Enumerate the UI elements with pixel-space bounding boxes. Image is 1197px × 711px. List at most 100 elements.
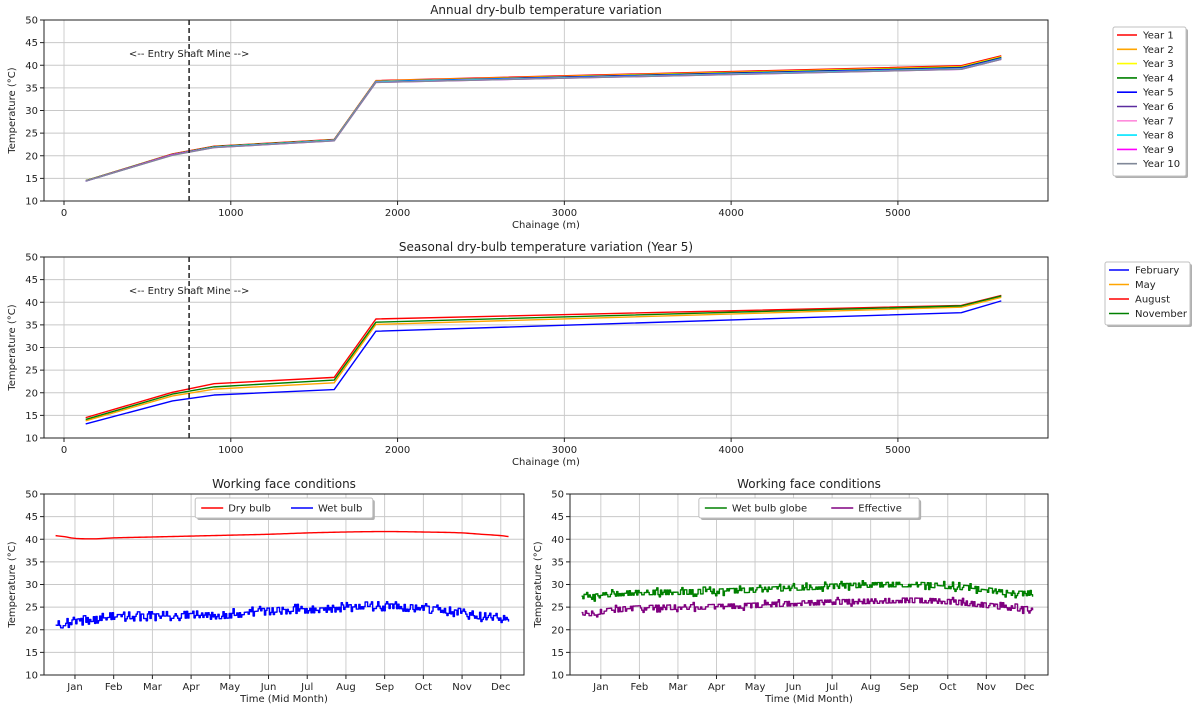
series-line-wet-bulb <box>55 601 510 629</box>
x-tick-label: 0 <box>61 208 67 219</box>
y-axis-label: Temperature (°C) <box>533 541 544 628</box>
legend: February May August November <box>1104 261 1192 327</box>
x-tick-label: Jul <box>825 682 838 693</box>
y-tick-label: 15 <box>25 648 38 659</box>
x-tick-label: May <box>745 682 766 693</box>
x-tick-label: Jun <box>260 682 277 693</box>
plot-area <box>581 579 1034 618</box>
series-line-may <box>85 296 1002 422</box>
legend-entry-label: May <box>1135 280 1156 291</box>
x-tick-label: Dec <box>491 682 510 693</box>
x-axis-label: Time (Mid Month) <box>764 694 853 705</box>
x-tick-label: 3000 <box>552 208 577 219</box>
y-tick-label: 30 <box>25 343 38 354</box>
x-tick-label: Feb <box>105 682 123 693</box>
x-axis-label: Chainage (m) <box>512 220 580 231</box>
y-tick-label: 50 <box>25 490 38 501</box>
plot-area <box>85 55 1002 182</box>
x-tick-label: Nov <box>452 682 472 693</box>
legend-entry-label: Year 8 <box>1142 131 1174 142</box>
y-tick-label: 50 <box>25 16 38 27</box>
chart-panel-3: Jan Feb Mar Apr May Jun Jul Aug Sep Oct Nov Dec 10 15… <box>7 477 525 705</box>
legend: Wet bulb globe Effective <box>698 497 922 520</box>
legend-entry-label: Wet bulb globe <box>732 504 807 515</box>
x-axis-label: Chainage (m) <box>512 457 580 468</box>
series-line-dry-bulb <box>55 530 509 540</box>
y-tick-label: 20 <box>25 388 38 399</box>
y-tick-label: 10 <box>25 434 38 445</box>
x-tick-label: Oct <box>939 682 956 693</box>
y-tick-label: 10 <box>25 197 38 208</box>
chart-title: Annual dry-bulb temperature variation <box>430 3 662 17</box>
grid <box>44 256 1048 439</box>
x-tick-label: Aug <box>336 682 356 693</box>
series-line-year-2 <box>85 55 1002 182</box>
chart-panel-4: Jan Feb Mar Apr May Jun Jul Aug Sep Oct Nov Dec 10 15… <box>533 477 1049 705</box>
legend-entry-label: Year 3 <box>1142 59 1174 70</box>
y-tick-label: 35 <box>25 83 38 94</box>
y-tick-label: 10 <box>551 671 564 682</box>
x-tick-label: Mar <box>143 682 163 693</box>
y-tick-label: 50 <box>551 490 564 501</box>
y-tick-label: 25 <box>25 129 38 140</box>
x-tick-label: Jan <box>66 682 82 693</box>
legend-entry-label: Year 5 <box>1142 88 1174 99</box>
y-tick-label: 35 <box>25 557 38 568</box>
y-tick-label: 45 <box>25 275 38 286</box>
x-tick-label: Apr <box>708 682 726 693</box>
y-tick-label: 35 <box>25 320 38 331</box>
legend-entry-label: February <box>1135 266 1179 277</box>
y-axis-label: Temperature (°C) <box>7 541 18 628</box>
x-tick-label: Sep <box>900 682 919 693</box>
x-axis-label: Time (Mid Month) <box>239 694 328 705</box>
grid <box>44 493 524 676</box>
x-tick-label: 1000 <box>218 445 243 456</box>
legend-entry-label: November <box>1135 309 1188 320</box>
chart-panel-1: <-- Entry Shaft Mine --> 0 1000 2000 3000 400… <box>7 3 1188 231</box>
y-tick-label: 30 <box>25 106 38 117</box>
x-tick-label: Jul <box>300 682 313 693</box>
x-tick-label: 2000 <box>385 445 410 456</box>
y-tick-label: 25 <box>25 366 38 377</box>
y-tick-label: 25 <box>551 603 564 614</box>
y-tick-label: 30 <box>25 580 38 591</box>
x-tick-label: Jan <box>592 682 608 693</box>
x-tick-label: 0 <box>61 445 67 456</box>
x-tick-label: Dec <box>1015 682 1034 693</box>
x-tick-label: Nov <box>977 682 997 693</box>
grid <box>570 493 1048 676</box>
x-tick-label: 5000 <box>885 445 910 456</box>
series-line-year-10 <box>85 58 1002 182</box>
x-tick-label: Feb <box>631 682 649 693</box>
legend-entry-label: Year 6 <box>1142 102 1174 113</box>
chart-title: Working face conditions <box>737 477 881 491</box>
legend-entry-label: Year 9 <box>1142 145 1174 156</box>
series-line-august <box>85 294 1002 419</box>
y-tick-label: 20 <box>551 625 564 636</box>
legend-entry-label: Year 10 <box>1142 159 1180 170</box>
x-tick-label: 3000 <box>552 445 577 456</box>
series-line-february <box>85 300 1002 425</box>
y-tick-label: 25 <box>25 603 38 614</box>
y-tick-label: 45 <box>25 38 38 49</box>
entry-shaft-annotation: <-- Entry Shaft Mine --> <box>129 286 250 297</box>
series-line-effective <box>581 596 1034 618</box>
grid <box>44 19 1048 202</box>
y-tick-label: 45 <box>25 512 38 523</box>
y-tick-label: 40 <box>25 535 38 546</box>
legend-box <box>698 497 920 519</box>
legend-box <box>1104 261 1191 326</box>
x-tick-label: Apr <box>182 682 200 693</box>
y-tick-label: 50 <box>25 253 38 264</box>
y-axis-label: Temperature (°C) <box>7 67 18 154</box>
x-tick-label: 5000 <box>885 208 910 219</box>
entry-shaft-annotation: <-- Entry Shaft Mine --> <box>129 49 250 60</box>
x-tick-label: Aug <box>861 682 881 693</box>
series-line-wet-bulb-globe <box>581 579 1034 602</box>
legend-entry-label: Year 2 <box>1142 45 1174 56</box>
x-tick-label: May <box>219 682 240 693</box>
y-tick-label: 10 <box>25 671 38 682</box>
x-tick-label: Oct <box>415 682 432 693</box>
y-tick-label: 40 <box>25 61 38 72</box>
